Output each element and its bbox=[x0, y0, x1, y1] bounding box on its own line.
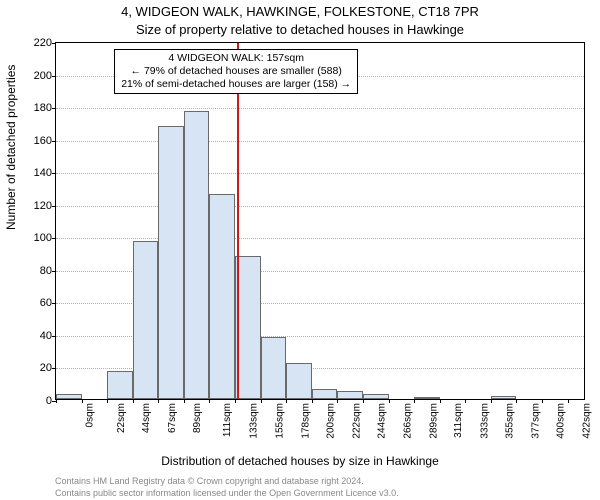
x-tick-mark bbox=[465, 399, 466, 403]
x-tick-mark bbox=[363, 399, 364, 403]
histogram-bar bbox=[107, 371, 133, 399]
chart-title-sub: Size of property relative to detached ho… bbox=[0, 22, 600, 37]
histogram-bar bbox=[286, 363, 312, 399]
marker-line bbox=[237, 43, 239, 399]
x-tick-mark bbox=[286, 399, 287, 403]
x-tick-label: 200sqm bbox=[326, 403, 337, 439]
x-tick-label: 0sqm bbox=[84, 403, 95, 427]
x-tick-mark bbox=[235, 399, 236, 403]
x-tick-mark bbox=[158, 399, 159, 403]
x-tick-label: 377sqm bbox=[530, 403, 541, 439]
y-tick-label: 100 bbox=[34, 232, 52, 244]
histogram-bar bbox=[158, 126, 184, 399]
histogram-bar bbox=[363, 394, 389, 399]
x-tick-label: 222sqm bbox=[351, 403, 362, 439]
x-tick-label: 155sqm bbox=[275, 403, 286, 439]
footer-line-2: Contains public sector information licen… bbox=[55, 488, 399, 498]
y-tick-label: 60 bbox=[40, 297, 52, 309]
histogram-bar bbox=[337, 391, 363, 399]
y-tick-mark bbox=[52, 173, 56, 174]
x-tick-mark bbox=[209, 399, 210, 403]
x-tick-mark bbox=[82, 399, 83, 403]
x-tick-mark bbox=[184, 399, 185, 403]
x-tick-mark bbox=[542, 399, 543, 403]
y-tick-label: 80 bbox=[40, 265, 52, 277]
chart-container: 4, WIDGEON WALK, HAWKINGE, FOLKESTONE, C… bbox=[0, 0, 600, 500]
x-tick-label: 266sqm bbox=[403, 403, 414, 439]
y-tick-label: 220 bbox=[34, 37, 52, 49]
x-tick-mark bbox=[389, 399, 390, 403]
gridline bbox=[56, 108, 584, 109]
x-tick-label: 244sqm bbox=[377, 403, 388, 439]
gridline bbox=[56, 173, 584, 174]
x-tick-mark bbox=[133, 399, 134, 403]
y-tick-mark bbox=[52, 368, 56, 369]
annotation-box: 4 WIDGEON WALK: 157sqm← 79% of detached … bbox=[114, 49, 358, 94]
y-tick-label: 200 bbox=[34, 70, 52, 82]
annotation-line-3: 21% of semi-detached houses are larger (… bbox=[121, 78, 351, 91]
gridline bbox=[56, 141, 584, 142]
y-tick-mark bbox=[52, 206, 56, 207]
x-axis-label: Distribution of detached houses by size … bbox=[0, 454, 600, 468]
histogram-bar bbox=[261, 337, 287, 399]
x-tick-mark bbox=[337, 399, 338, 403]
plot-area: 0204060801001201401601802002200sqm22sqm4… bbox=[55, 42, 585, 400]
y-tick-label: 180 bbox=[34, 102, 52, 114]
y-tick-label: 0 bbox=[46, 395, 52, 407]
y-tick-mark bbox=[52, 76, 56, 77]
y-tick-mark bbox=[52, 238, 56, 239]
x-tick-label: 289sqm bbox=[428, 403, 439, 439]
histogram-bar bbox=[414, 397, 440, 399]
annotation-line-1: 4 WIDGEON WALK: 157sqm bbox=[121, 52, 351, 65]
x-tick-label: 422sqm bbox=[582, 403, 593, 439]
x-tick-label: 333sqm bbox=[479, 403, 490, 439]
histogram-bar bbox=[184, 111, 210, 399]
x-tick-mark bbox=[312, 399, 313, 403]
y-tick-label: 140 bbox=[34, 167, 52, 179]
histogram-bar bbox=[133, 241, 159, 399]
y-tick-label: 120 bbox=[34, 200, 52, 212]
y-tick-label: 40 bbox=[40, 330, 52, 342]
x-tick-label: 111sqm bbox=[222, 403, 233, 437]
y-tick-mark bbox=[52, 43, 56, 44]
y-tick-mark bbox=[52, 271, 56, 272]
histogram-bar bbox=[312, 389, 338, 399]
x-tick-label: 178sqm bbox=[300, 403, 311, 439]
x-tick-label: 133sqm bbox=[249, 403, 260, 439]
y-tick-label: 160 bbox=[34, 135, 52, 147]
x-tick-label: 355sqm bbox=[505, 403, 516, 439]
y-tick-mark bbox=[52, 303, 56, 304]
x-tick-label: 44sqm bbox=[141, 403, 152, 433]
y-tick-mark bbox=[52, 141, 56, 142]
x-tick-mark bbox=[568, 399, 569, 403]
annotation-line-2: ← 79% of detached houses are smaller (58… bbox=[121, 65, 351, 78]
chart-title-main: 4, WIDGEON WALK, HAWKINGE, FOLKESTONE, C… bbox=[0, 4, 600, 19]
x-tick-mark bbox=[491, 399, 492, 403]
x-tick-label: 67sqm bbox=[167, 403, 178, 433]
x-tick-mark bbox=[440, 399, 441, 403]
y-tick-label: 20 bbox=[40, 362, 52, 374]
gridline bbox=[56, 238, 584, 239]
x-tick-mark bbox=[516, 399, 517, 403]
x-tick-mark bbox=[107, 399, 108, 403]
y-tick-mark bbox=[52, 108, 56, 109]
gridline bbox=[56, 206, 584, 207]
x-tick-label: 311sqm bbox=[453, 403, 464, 438]
x-tick-mark bbox=[56, 399, 57, 403]
histogram-bar bbox=[56, 394, 82, 399]
footer-line-1: Contains HM Land Registry data © Crown c… bbox=[55, 476, 364, 486]
x-tick-mark bbox=[261, 399, 262, 403]
x-tick-mark bbox=[414, 399, 415, 403]
y-axis-label: Number of detached properties bbox=[4, 65, 18, 230]
x-tick-label: 400sqm bbox=[556, 403, 567, 439]
histogram-bar bbox=[491, 396, 517, 399]
x-tick-label: 89sqm bbox=[192, 403, 203, 433]
x-tick-label: 22sqm bbox=[116, 403, 127, 433]
y-tick-mark bbox=[52, 336, 56, 337]
histogram-bar bbox=[209, 194, 235, 399]
